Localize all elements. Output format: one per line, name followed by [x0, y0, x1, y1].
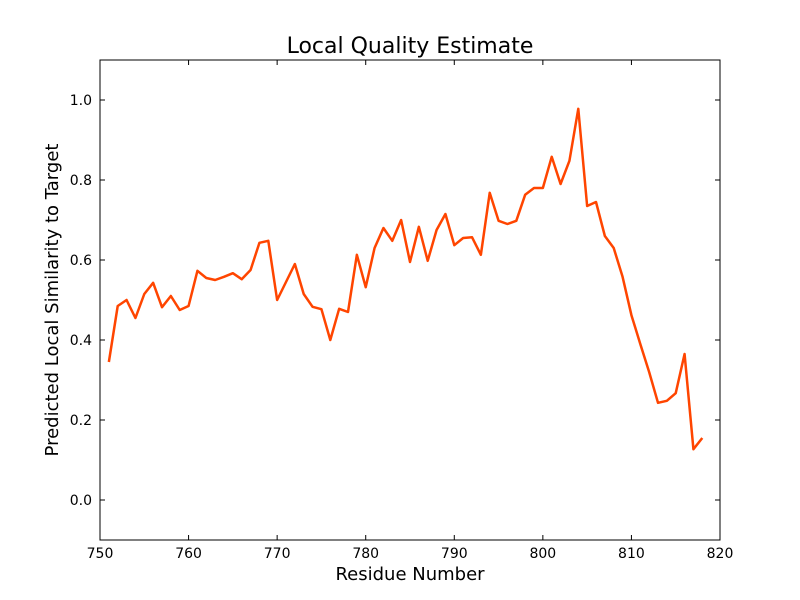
y-tick-label: 0.2	[70, 413, 92, 429]
x-tick-label: 750	[87, 546, 114, 562]
x-tick-label: 780	[352, 546, 379, 562]
x-axis-label: Residue Number	[335, 564, 485, 585]
y-tick-label: 0.0	[70, 493, 92, 509]
y-tick-label: 0.4	[70, 333, 92, 349]
y-axis-label: Predicted Local Similarity to Target	[42, 144, 63, 457]
x-tick-label: 820	[707, 546, 734, 562]
x-tick-label: 810	[618, 546, 645, 562]
series-line	[107, 107, 704, 451]
chart-title: Local Quality Estimate	[287, 34, 534, 59]
x-tick-label: 790	[441, 546, 468, 562]
x-axis-ticks: 750 760 770 780 790 800 810 820	[87, 60, 734, 562]
y-axis-ticks: 0.0 0.2 0.4 0.6 0.8 1.0	[70, 93, 720, 509]
plot-frame	[99, 59, 721, 541]
plot-area	[100, 60, 720, 540]
x-tick-label: 800	[529, 546, 556, 562]
y-tick-label: 0.6	[70, 253, 92, 269]
y-tick-label: 1.0	[70, 93, 92, 109]
y-tick-label: 0.8	[70, 173, 92, 189]
x-tick-label: 760	[175, 546, 202, 562]
x-tick-label: 770	[264, 546, 291, 562]
